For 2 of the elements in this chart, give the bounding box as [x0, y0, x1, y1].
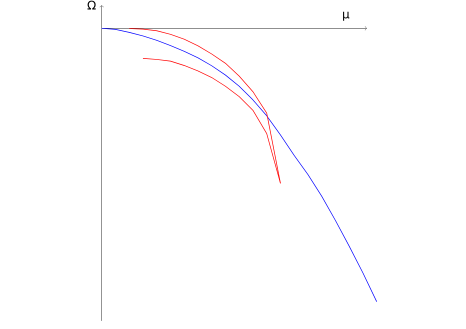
- x-axis-title: μ: [343, 12, 350, 21]
- y-axis-title: Ω: [88, 0, 96, 10]
